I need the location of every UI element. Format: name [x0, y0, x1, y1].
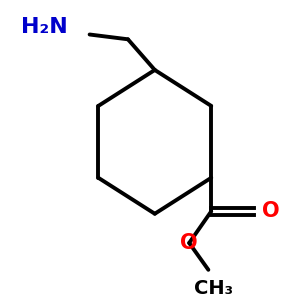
Text: O: O: [180, 233, 198, 253]
Text: O: O: [262, 201, 280, 221]
Text: CH₃: CH₃: [194, 279, 233, 298]
Text: H₂N: H₂N: [21, 17, 68, 37]
